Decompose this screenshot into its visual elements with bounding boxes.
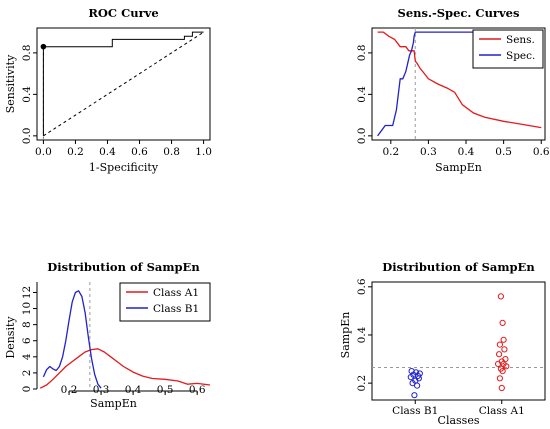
sens_spec-xtick-label: 0.2 bbox=[382, 146, 399, 158]
density-xtick-label: 0.6 bbox=[189, 384, 206, 396]
density-xtick-label: 0.4 bbox=[125, 384, 142, 396]
sens_spec-title: Sens.-Spec. Curves bbox=[398, 6, 520, 20]
strip-ytick-label: 0.4 bbox=[356, 326, 368, 343]
sens_spec-plot-frame bbox=[371, 27, 546, 141]
strip-point bbox=[498, 384, 505, 392]
density-xtick-label: 0.5 bbox=[157, 384, 174, 396]
sens_spec-xtick-label: 0.5 bbox=[495, 146, 512, 158]
sens_spec-ytick-label: 0.0 bbox=[356, 128, 368, 145]
density-legend-label: Class A1 bbox=[153, 287, 199, 299]
density-ytick-label: 10 bbox=[21, 302, 33, 315]
strip-plot-frame bbox=[371, 281, 546, 401]
strip-point bbox=[503, 363, 510, 370]
density-ytick-label: 0 bbox=[21, 386, 33, 393]
density-ytick-label: 12 bbox=[21, 286, 33, 299]
sens_spec-xtick-label: 0.3 bbox=[420, 146, 437, 158]
strip-point bbox=[496, 341, 503, 348]
density-series-0 bbox=[39, 348, 211, 389]
strip-category-label: Class B1 bbox=[392, 405, 438, 417]
roc-xtick-label: 1.0 bbox=[195, 146, 212, 158]
sens_spec-ytick-label: 0.8 bbox=[356, 45, 368, 62]
roc-xtick-label: 0.0 bbox=[35, 146, 52, 158]
density-ytick-label: 4 bbox=[21, 353, 33, 360]
roc-xtick-label: 0.4 bbox=[99, 146, 116, 158]
roc-xlabel: 1-Specificity bbox=[89, 161, 159, 174]
sens_spec-legend-label: Spec. bbox=[506, 50, 535, 62]
strip-point bbox=[414, 382, 421, 389]
strip-point bbox=[496, 375, 503, 382]
roc-xtick-label: 0.6 bbox=[131, 146, 148, 158]
roc-xtick-label: 0.2 bbox=[67, 146, 84, 158]
density-legend-label: Class B1 bbox=[153, 303, 199, 315]
density-series-1 bbox=[42, 290, 102, 389]
roc-xtick-label: 0.8 bbox=[163, 146, 180, 158]
roc-curve bbox=[42, 31, 204, 136]
sens-spec-series-0 bbox=[377, 31, 542, 129]
roc-title: ROC Curve bbox=[88, 6, 158, 20]
roc-ytick-label: 0.0 bbox=[21, 128, 33, 145]
density-legend-box bbox=[119, 282, 211, 322]
strip-point bbox=[500, 336, 507, 343]
roc-ytick-label: 0.4 bbox=[21, 86, 33, 103]
strip-ytick-label: 0.6 bbox=[356, 278, 368, 295]
roc-ylabel: Sensitivity bbox=[4, 54, 17, 113]
sens_spec-legend-label: Sens. bbox=[506, 34, 535, 46]
strip-point bbox=[496, 351, 503, 358]
strip-ytick-label: 0.2 bbox=[356, 375, 368, 392]
density-ytick-label: 2 bbox=[21, 370, 33, 377]
strip-point bbox=[499, 319, 506, 326]
density-ytick-label: 6 bbox=[21, 337, 33, 344]
strip-point bbox=[411, 392, 418, 399]
strip-point bbox=[407, 374, 414, 381]
roc-panel: ROC Curve 0.0 0.2 0.4 0.6 0.8 1.0 0.0 0.4 0.8 1-Sp… bbox=[4, 6, 212, 174]
strip-point bbox=[499, 368, 506, 375]
roc-reference-diagonal bbox=[43, 31, 204, 137]
strip-point bbox=[501, 346, 508, 353]
roc-ytick-label: 0.8 bbox=[21, 45, 33, 62]
sens_spec-ytick-label: 0.4 bbox=[356, 86, 368, 103]
strip-xlabel: Classes bbox=[438, 414, 480, 427]
density-xtick-label: 0.2 bbox=[61, 384, 78, 396]
density-ylabel: Density bbox=[4, 316, 17, 359]
strip-point bbox=[409, 380, 416, 387]
sens_spec-xtick-label: 0.4 bbox=[458, 146, 475, 158]
roc-plot-frame bbox=[36, 27, 211, 141]
density-panel: Distribution of SampEn 0.2 0.3 0.4 0.5 0.6 0 2 4… bbox=[4, 260, 211, 410]
roc-optimal-point bbox=[40, 43, 47, 50]
strip-panel: Distribution of SampEn Class B1 Class A1 0.… bbox=[339, 260, 546, 427]
sens_spec-legend-box bbox=[472, 29, 544, 69]
sens_spec-xtick-label: 0.6 bbox=[533, 146, 550, 158]
density-title: Distribution of SampEn bbox=[47, 260, 200, 274]
sens-spec-xlabel: SampEn bbox=[435, 161, 482, 174]
density-xlabel: SampEn bbox=[90, 397, 137, 410]
strip-title: Distribution of SampEn bbox=[382, 260, 535, 274]
density-ytick-label: 8 bbox=[21, 321, 33, 328]
sens_spec-panel: Sens.-Spec. Curves 0.2 0.3 0.4 0.5 0.6 0.0 0.4 0… bbox=[356, 6, 550, 174]
strip-point bbox=[497, 293, 504, 300]
sens-spec-series-1 bbox=[377, 31, 542, 137]
strip-ylabel: SampEn bbox=[339, 312, 352, 359]
strip-category-label: Class A1 bbox=[479, 405, 525, 417]
density-xtick-label: 0.3 bbox=[93, 384, 110, 396]
